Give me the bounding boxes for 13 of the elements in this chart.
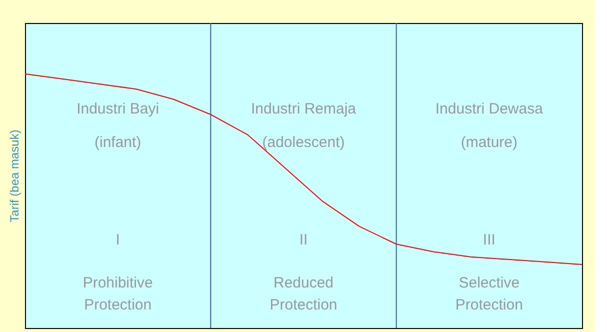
- annotation: (adolescent): [262, 134, 345, 151]
- annotation: III: [482, 232, 496, 249]
- y-axis-title: Tarif (bea masuk): [8, 130, 22, 222]
- annotation: Selective Protection: [455, 274, 523, 314]
- annotation: Prohibitive Protection: [82, 274, 153, 314]
- annotation: II: [299, 232, 308, 249]
- annotation: I: [116, 232, 120, 249]
- annotation: Industri Dewasa: [435, 100, 544, 118]
- annotation: Reduced Protection: [270, 274, 338, 314]
- annotation: Industri Bayi: [76, 100, 160, 118]
- annotation: (infant): [94, 134, 142, 151]
- annotation: (mature): [460, 134, 518, 151]
- annotation: Industri Remaja: [250, 100, 357, 118]
